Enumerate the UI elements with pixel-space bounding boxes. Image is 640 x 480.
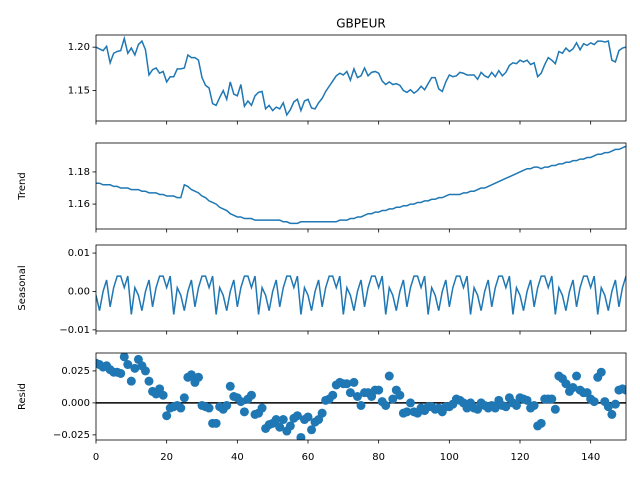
- resid-point: [536, 418, 546, 428]
- resid-point: [211, 418, 221, 428]
- y-tick-label: 1.18: [68, 167, 90, 178]
- resid-point: [589, 397, 599, 407]
- chart-title: GBPEUR: [336, 17, 385, 31]
- y-axis-label: Resid: [17, 383, 28, 410]
- resid-point: [186, 370, 196, 380]
- resid-point: [607, 409, 617, 419]
- resid-point: [596, 367, 606, 377]
- x-tick-label: 0: [93, 452, 99, 463]
- resid-point: [621, 385, 626, 395]
- y-axis-label: Seasonal: [17, 265, 28, 310]
- resid-point: [511, 400, 521, 410]
- resid-point: [292, 411, 302, 421]
- resid-point: [342, 379, 352, 389]
- resid-point: [381, 400, 391, 410]
- resid-point: [193, 372, 203, 382]
- resid-point: [123, 360, 133, 370]
- axes-frame: [95, 142, 627, 230]
- resid-point: [307, 425, 317, 435]
- resid-point: [547, 394, 557, 404]
- resid-point: [116, 368, 126, 378]
- series-line: [96, 145, 626, 225]
- series-line: [96, 275, 626, 315]
- resid-point: [162, 411, 172, 421]
- resid-point: [603, 402, 613, 412]
- y-tick-label: 1.20: [68, 42, 90, 53]
- y-tick-label: 0.025: [61, 366, 90, 377]
- y-tick-label: 1.15: [68, 86, 90, 97]
- axes-frame: [95, 352, 627, 441]
- x-tick-label: 140: [581, 452, 600, 463]
- resid-point: [610, 399, 620, 409]
- resid-point: [179, 393, 189, 403]
- y-tick-label: 1.16: [68, 199, 90, 210]
- resid-point: [402, 407, 412, 417]
- y-tick-label: −0.01: [59, 325, 90, 336]
- plot-area: [96, 353, 626, 440]
- y-tick-label: 0.01: [68, 248, 90, 259]
- resid-point: [405, 398, 415, 408]
- resid-point: [550, 404, 560, 414]
- x-tick-label: 40: [231, 452, 244, 463]
- resid-point: [349, 377, 359, 387]
- resid-point: [522, 395, 532, 405]
- plot-area: [96, 275, 626, 315]
- resid-point: [119, 353, 129, 362]
- resid-point: [501, 402, 511, 412]
- plot-area: [96, 145, 626, 225]
- resid-point: [144, 376, 154, 386]
- resid-point: [568, 383, 578, 393]
- resid-point: [374, 385, 384, 395]
- resid-point: [126, 376, 136, 386]
- axes-frame: [95, 244, 627, 332]
- resid-point: [271, 415, 281, 425]
- y-tick-label: −0.025: [53, 430, 90, 441]
- resid-point: [239, 407, 249, 417]
- resid-point: [222, 400, 232, 410]
- resid-point: [275, 422, 285, 432]
- resid-point: [317, 408, 327, 418]
- resid-point: [176, 403, 186, 413]
- resid-point: [328, 390, 338, 400]
- resid-point: [529, 400, 539, 410]
- axes-frame: [95, 34, 627, 122]
- y-axis-label: Trend: [17, 172, 28, 200]
- resid-point: [352, 392, 362, 401]
- resid-point: [236, 397, 246, 407]
- resid-point: [285, 421, 295, 431]
- resid-point: [296, 432, 306, 440]
- y-tick-label: 0.00: [68, 286, 90, 297]
- resid-point: [395, 390, 405, 400]
- x-tick-label: 80: [372, 452, 385, 463]
- resid-point: [561, 379, 571, 389]
- resid-point: [158, 390, 168, 400]
- resid-point: [204, 403, 214, 413]
- resid-point: [130, 363, 140, 373]
- resid-point: [278, 415, 288, 425]
- plot-area: [96, 35, 626, 117]
- resid-point: [140, 366, 150, 376]
- resid-point: [356, 400, 366, 410]
- resid-point: [246, 390, 256, 400]
- resid-point: [384, 371, 394, 381]
- resid-point: [303, 412, 313, 422]
- x-tick-label: 100: [440, 452, 459, 463]
- resid-point: [572, 371, 582, 381]
- resid-point: [490, 403, 500, 413]
- series-line: [96, 35, 626, 117]
- x-tick-label: 120: [510, 452, 529, 463]
- resid-point: [257, 403, 267, 413]
- resid-point: [225, 381, 235, 391]
- x-tick-label: 60: [302, 452, 315, 463]
- y-tick-label: 0.000: [61, 398, 90, 409]
- resid-point: [345, 388, 355, 398]
- resid-point: [388, 394, 398, 404]
- x-tick-label: 20: [160, 452, 173, 463]
